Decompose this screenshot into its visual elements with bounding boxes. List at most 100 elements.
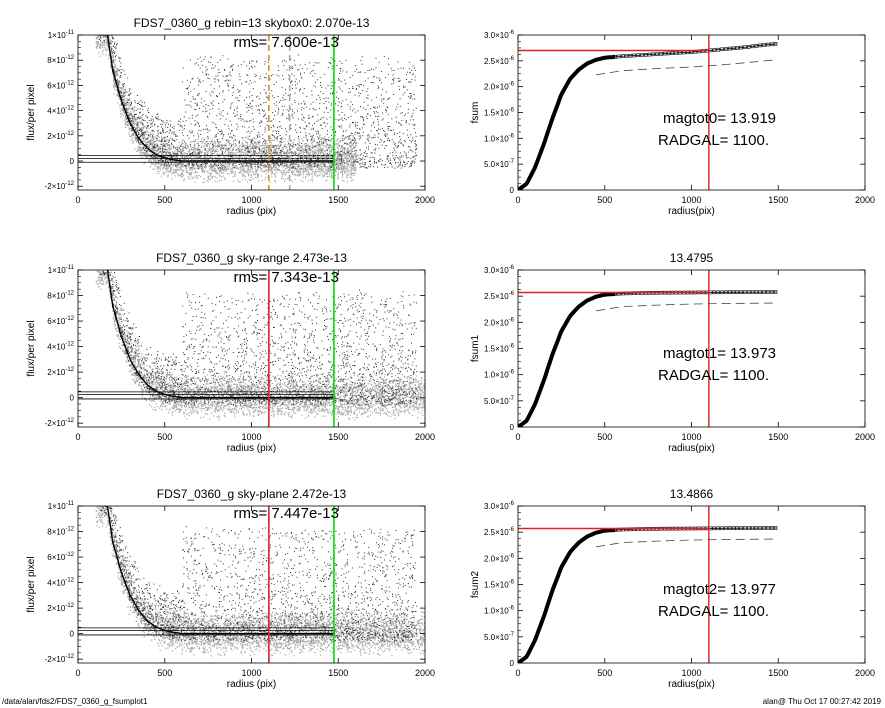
scatter-point [415,145,417,147]
scatter-point [160,150,163,152]
scatter-point [140,147,142,149]
scatter-point [167,165,169,167]
scatter-point [342,158,344,160]
scatter-point [198,152,200,154]
scatter-point [233,164,235,166]
scatter-point [290,164,291,166]
scatter-point [185,104,187,106]
scatter-point [222,169,224,171]
scatter-point [186,172,188,174]
scatter-point [123,111,125,113]
scatter-point [196,148,198,150]
scatter-point [118,82,120,84]
scatter-point [347,152,348,154]
scatter-point [265,141,267,143]
scatter-point [348,149,350,151]
scatter-point [282,171,284,173]
scatter-point [263,148,266,150]
scatter-point [191,163,193,165]
scatter-point [275,152,277,154]
scatter-point [291,65,293,67]
scatter-point [243,169,245,171]
scatter-point [323,98,325,99]
scatter-point [184,158,187,160]
scatter-point [247,146,250,148]
scatter-point [231,158,234,160]
scatter-point [224,166,226,168]
scatter-point [126,108,128,110]
scatter-point [203,59,205,61]
scatter-point [314,174,316,177]
scatter-point [291,171,293,173]
scatter-point [172,146,174,148]
scatter-point [119,77,121,79]
scatter-point [201,164,203,166]
scatter-point [134,119,136,121]
scatter-point [252,163,254,165]
scatter-point [203,178,205,180]
scatter-point [192,163,194,165]
scatter-point [156,155,158,157]
scatter-point [122,108,124,110]
scatter-point [259,164,261,166]
scatter-point [231,168,233,170]
scatter-point [133,132,135,134]
scatter-point [112,50,114,51]
scatter-point [192,96,194,98]
scatter-point [354,146,356,148]
scatter-point [185,165,187,167]
scatter-point [281,149,283,151]
scatter-point [227,154,229,156]
scatter-point [343,138,345,140]
scatter-point [96,33,97,34]
scatter-point [182,149,184,151]
scatter-point [137,140,139,142]
scatter-point [315,162,316,164]
scatter-point [262,157,264,159]
scatter-point [117,93,119,95]
scatter-point [109,29,110,30]
scatter-point [163,143,165,145]
scatter-point [344,147,346,149]
scatter-point [185,120,187,122]
scatter-point [139,157,142,159]
scatter-point [144,149,146,152]
scatter-point [196,143,198,145]
scatter-point [103,27,104,28]
scatter-point [234,153,236,156]
scatter-point [230,167,232,169]
scatter-point [243,145,245,147]
scatter-point [327,156,329,159]
scatter-point [274,176,276,178]
scatter-point [111,72,113,74]
scatter-point [288,74,290,76]
scatter-point [149,155,151,157]
scatter-point [226,75,228,77]
scatter-point [104,33,105,34]
scatter-point [161,133,163,135]
scatter-point [162,160,164,161]
scatter-point [310,135,312,137]
scatter-point [136,103,138,104]
scatter-point [188,137,190,139]
scatter-point [301,148,303,150]
scatter-point [239,167,241,169]
scatter-point [139,137,141,139]
scatter-point [209,140,211,143]
scatter-point [321,151,323,153]
scatter-point [286,164,288,166]
scatter-point [97,36,99,38]
scatter-point [174,152,176,154]
scatter-point [295,87,297,89]
scatter-point [319,164,321,166]
scatter-point [343,139,345,141]
scatter-point [115,46,117,48]
scatter-point [294,166,296,168]
scatter-point [108,40,110,42]
scatter-point [399,131,401,133]
scatter-point [345,153,347,155]
scatter-point [325,101,327,103]
scatter-point [220,163,222,165]
scatter-point [232,171,234,173]
scatter-point [219,93,220,95]
